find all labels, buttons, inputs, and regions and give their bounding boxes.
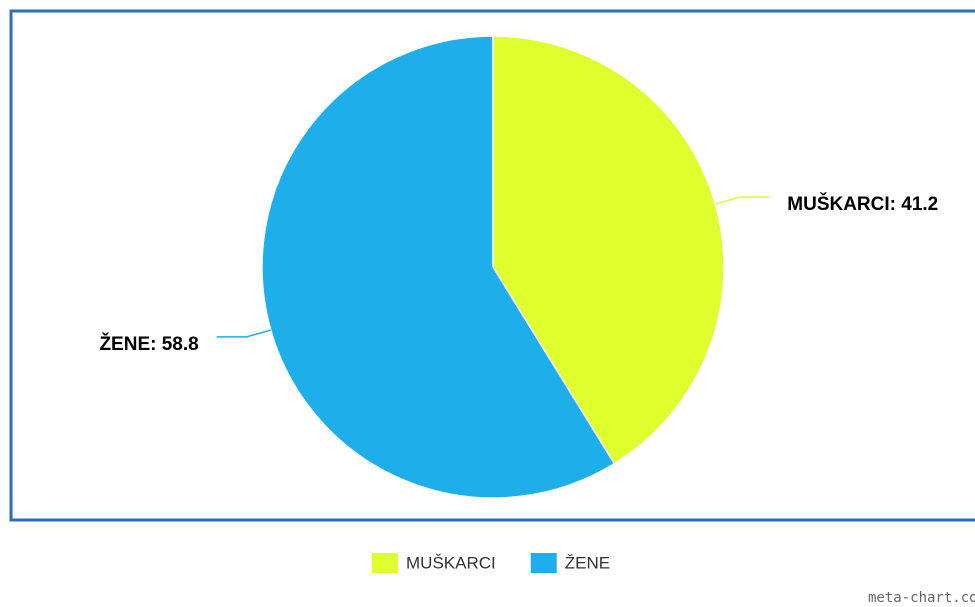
legend-text: MUŠKARCI bbox=[406, 553, 496, 572]
leader-line bbox=[216, 329, 271, 338]
legend-swatch bbox=[372, 553, 398, 573]
data-label: MUŠKARCI: 41.2 bbox=[787, 193, 938, 215]
credit: meta-chart.com bbox=[868, 590, 975, 606]
data-label: ŽENE: 58.8 bbox=[99, 333, 198, 355]
legend-text: ŽENE bbox=[565, 553, 610, 572]
legend-swatch bbox=[530, 553, 557, 573]
leader-line bbox=[715, 196, 770, 205]
pie-slice bbox=[261, 35, 616, 499]
